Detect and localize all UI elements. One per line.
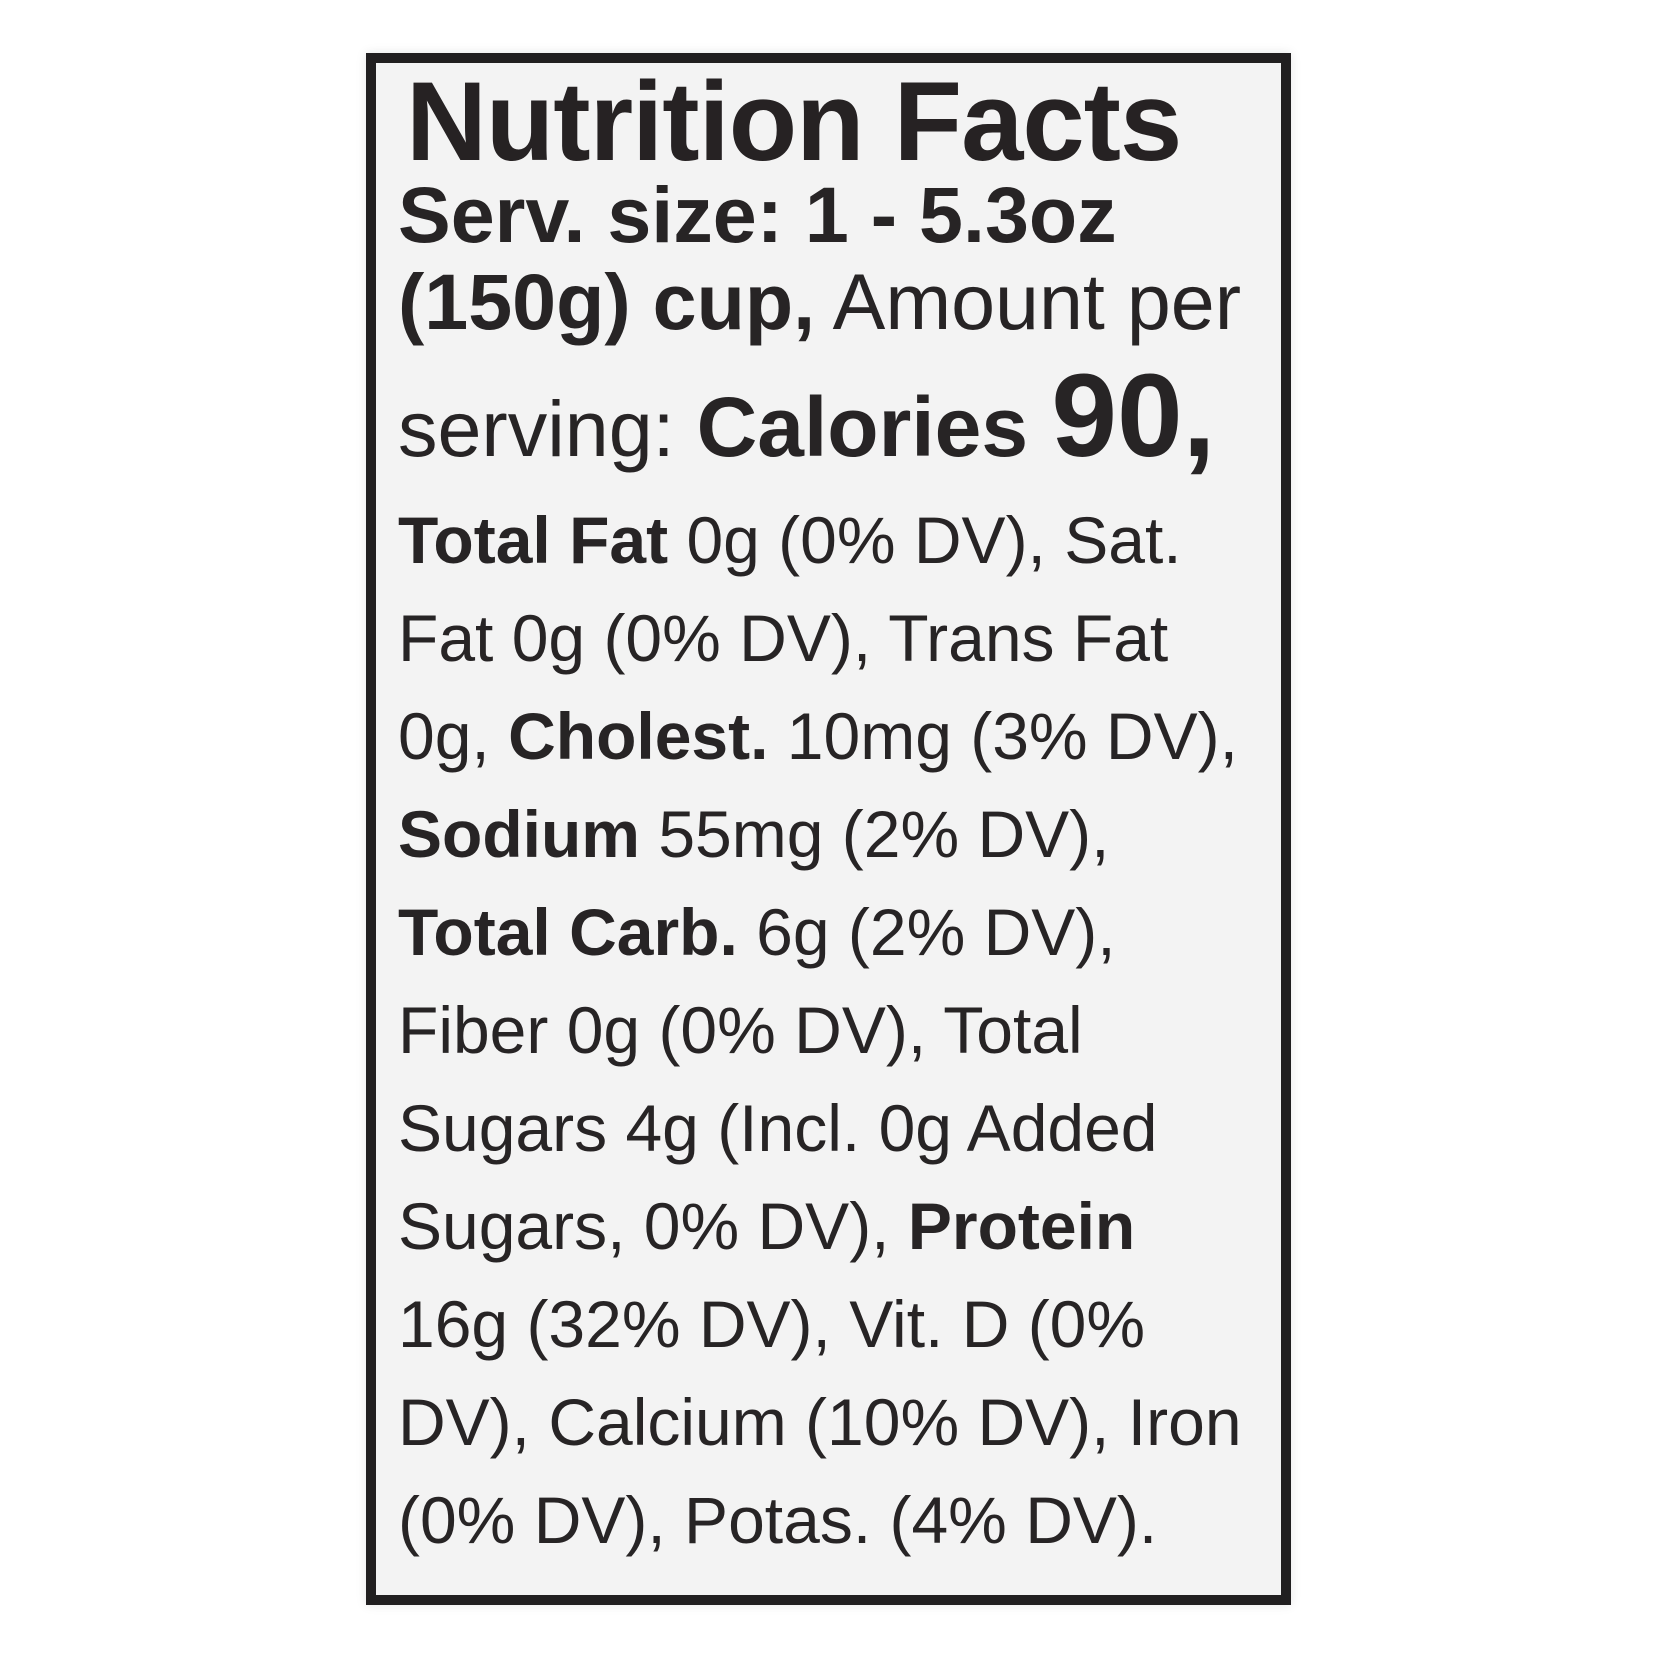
- text-segment: 0g,: [398, 699, 509, 773]
- label-line: 16g (32% DV), Vit. D (0%: [398, 1291, 1145, 1357]
- label-line: 0g, Cholest. 10mg (3% DV),: [398, 703, 1238, 769]
- label-line: Fat 0g (0% DV), Trans Fat: [398, 605, 1168, 671]
- label-line: DV), Calcium (10% DV), Iron: [398, 1389, 1242, 1455]
- label-line: Total Fat 0g (0% DV), Sat.: [398, 507, 1182, 573]
- label-line: (0% DV), Potas. (4% DV).: [398, 1487, 1157, 1553]
- nutrition-facts-label: Nutrition Facts Serv. size: 1 - 5.3oz (15…: [366, 53, 1291, 1605]
- text-segment: DV), Calcium (10% DV), Iron: [398, 1385, 1242, 1459]
- text-segment: 55mg (2% DV),: [658, 797, 1110, 871]
- text-segment: 0g (0% DV), Sat.: [686, 503, 1182, 577]
- text-segment: (0% DV), Potas. (4% DV).: [398, 1483, 1158, 1557]
- text-segment: 90,: [1051, 350, 1216, 482]
- text-segment: 10mg (3% DV),: [786, 699, 1238, 773]
- text-segment: Fat 0g (0% DV), Trans Fat: [398, 601, 1169, 675]
- text-segment: Protein: [907, 1189, 1136, 1263]
- text-segment: Sodium: [398, 797, 659, 871]
- label-line: Sugars 4g (Incl. 0g Added: [398, 1095, 1158, 1161]
- label-line: Sugars, 0% DV), Protein: [398, 1193, 1135, 1259]
- text-segment: Sugars, 0% DV),: [398, 1189, 908, 1263]
- label-line: (150g) cup, Amount per: [398, 262, 1241, 341]
- text-segment: serving:: [398, 384, 697, 473]
- text-segment: Calories: [696, 380, 1052, 474]
- label-line: Sodium 55mg (2% DV),: [398, 801, 1109, 867]
- text-segment: (150g) cup,: [398, 257, 816, 346]
- text-segment: Sugars 4g (Incl. 0g Added: [398, 1091, 1158, 1165]
- text-segment: Total Carb.: [398, 895, 757, 969]
- label-line: Fiber 0g (0% DV), Total: [398, 997, 1083, 1063]
- label-line: serving: Calories 90,: [398, 357, 1215, 475]
- text-segment: Total Fat: [398, 503, 687, 577]
- label-line: Serv. size: 1 - 5.3oz: [398, 175, 1117, 254]
- text-segment: 6g (2% DV),: [756, 895, 1116, 969]
- nutrition-facts-title: Nutrition Facts: [406, 59, 1182, 184]
- label-line: Total Carb. 6g (2% DV),: [398, 899, 1116, 965]
- text-segment: Fiber 0g (0% DV), Total: [398, 993, 1083, 1067]
- text-segment: 16g (32% DV), Vit. D (0%: [398, 1287, 1146, 1361]
- text-segment: Amount per: [815, 257, 1242, 346]
- label-text-lines: Serv. size: 1 - 5.3oz (150g) cup, Amount …: [376, 63, 1281, 1595]
- text-segment: Serv. size: 1 - 5.3oz: [398, 170, 1117, 259]
- text-segment: Cholest.: [508, 699, 787, 773]
